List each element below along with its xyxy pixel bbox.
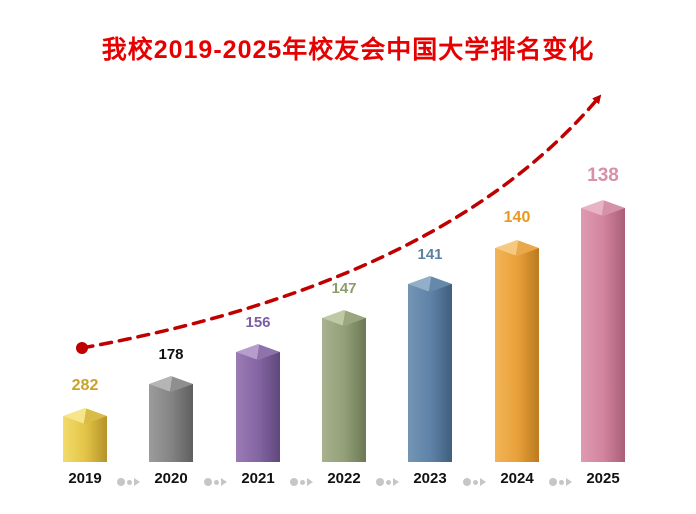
value-label-2024: 140 <box>503 209 531 226</box>
bar-right-face <box>85 416 107 462</box>
separator-dot <box>549 478 557 486</box>
separator-dot <box>117 478 125 486</box>
value-label-2021: 156 <box>245 314 271 331</box>
separator-dot <box>386 479 391 485</box>
value-label-2020: 178 <box>158 346 184 363</box>
separator-triangle <box>566 478 572 486</box>
bar-right-face <box>171 384 193 462</box>
separator-triangle <box>307 478 313 486</box>
separator-triangle <box>479 478 486 486</box>
bar-top-face <box>236 344 280 360</box>
bar-left-face <box>149 384 171 462</box>
value-label-2019: 282 <box>71 377 99 394</box>
bar-right-face <box>258 352 280 462</box>
separator-dot <box>462 478 471 486</box>
bar-right-face <box>344 318 366 462</box>
value-label-2022: 147 <box>331 280 357 297</box>
x-axis-label-2019: 2019 <box>68 470 102 487</box>
bar-top-face <box>322 310 366 326</box>
x-axis-label-2025: 2025 <box>586 470 620 487</box>
bar-top-face <box>581 200 625 216</box>
year-separator-arrow-icon <box>203 478 227 486</box>
bar-top-face <box>495 240 539 256</box>
chart-title: 我校2019-2025年校友会中国大学排名变化 <box>101 36 595 64</box>
bar-left-face <box>63 416 85 462</box>
value-label-2025: 138 <box>587 165 619 186</box>
bar-top-face <box>63 408 107 424</box>
separator-dot <box>213 479 219 485</box>
separator-triangle <box>393 478 399 486</box>
bar-top-face <box>149 376 193 392</box>
separator-dot <box>203 478 212 486</box>
x-axis-label-2021: 2021 <box>241 470 275 487</box>
bar-right-face <box>517 248 539 462</box>
year-separator-arrow-icon <box>462 478 486 486</box>
x-axis-label-2024: 2024 <box>500 470 534 487</box>
trend-start-dot <box>76 342 88 354</box>
year-separator-arrow-icon <box>117 478 140 486</box>
separator-dot <box>290 478 298 486</box>
bar-right-face <box>430 284 452 462</box>
separator-dot <box>472 479 478 485</box>
year-separator-arrow-icon <box>376 478 399 486</box>
separator-dot <box>376 478 384 486</box>
x-axis-label-2022: 2022 <box>327 470 361 487</box>
separator-dot <box>300 479 305 485</box>
x-axis-label-2023: 2023 <box>413 470 447 487</box>
separator-dot <box>559 479 564 485</box>
separator-dot <box>127 479 132 485</box>
year-separator-arrow-icon <box>290 478 313 486</box>
bar-left-face <box>322 318 344 462</box>
value-label-2023: 141 <box>417 246 443 263</box>
bar-top-face <box>408 276 452 292</box>
separator-triangle <box>134 478 140 486</box>
x-axis-label-2020: 2020 <box>154 470 188 487</box>
bar-left-face <box>236 352 258 462</box>
bar-left-face <box>495 248 517 462</box>
bar-left-face <box>408 284 430 462</box>
year-separator-arrow-icon <box>549 478 572 486</box>
bar-right-face <box>603 208 625 462</box>
bar-left-face <box>581 208 603 462</box>
separator-triangle <box>220 478 227 486</box>
